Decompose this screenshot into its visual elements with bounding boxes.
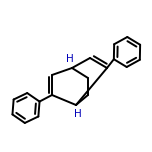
Text: H: H: [66, 54, 74, 64]
Text: H: H: [74, 109, 82, 119]
